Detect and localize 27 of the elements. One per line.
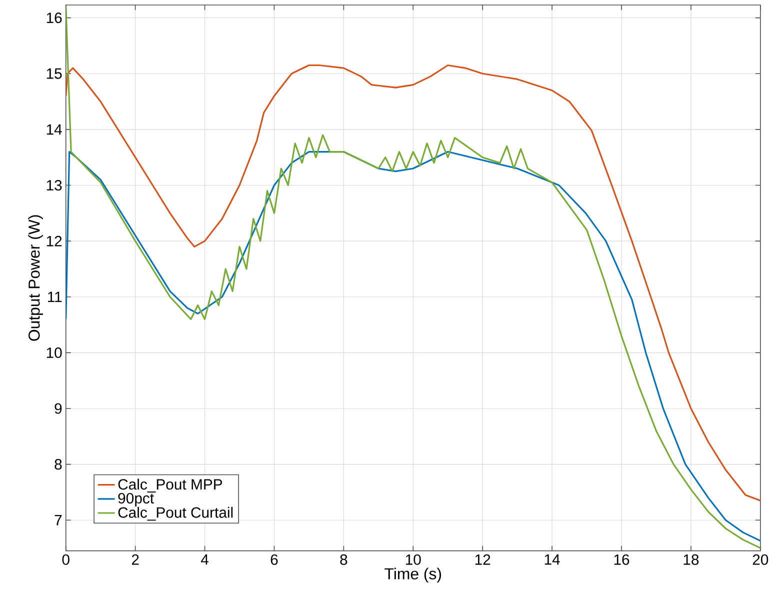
y-tick-label: 15: [46, 68, 62, 79]
x-axis-title: Time (s): [384, 568, 441, 583]
x-tick-label: 14: [544, 554, 560, 565]
x-tick-label: 0: [62, 554, 70, 566]
x-tick-label: 10: [406, 554, 421, 566]
y-tick-label: 11: [48, 292, 62, 302]
y-tick-label: 12: [46, 236, 62, 246]
x-tick-label: 8: [340, 554, 348, 566]
y-tick-label: 16: [46, 12, 62, 24]
y-tick-label: 13: [46, 180, 62, 191]
y-tick-label: 10: [46, 348, 62, 358]
y-tick-label: 7: [54, 515, 62, 526]
y-tick-label: 14: [46, 124, 62, 135]
legend-label: Calc_Pout Curtail: [118, 507, 233, 521]
x-tick-label: 2: [132, 554, 139, 565]
y-tick-label: 9: [54, 403, 62, 414]
x-tick-label: 20: [752, 554, 768, 566]
legend-label: Calc_Pout MPP: [118, 478, 222, 493]
legend-label: 90pct: [118, 493, 154, 507]
y-axis-title: Output Power (W): [28, 215, 43, 341]
y-tick-label: 8: [54, 459, 62, 470]
x-tick-label: 12: [475, 554, 490, 565]
line-series: [66, 6, 760, 549]
x-tick-label: 4: [200, 554, 208, 565]
x-tick-label: 16: [614, 554, 630, 566]
x-tick-label: 18: [684, 554, 699, 566]
x-tick-label: 6: [270, 554, 278, 566]
